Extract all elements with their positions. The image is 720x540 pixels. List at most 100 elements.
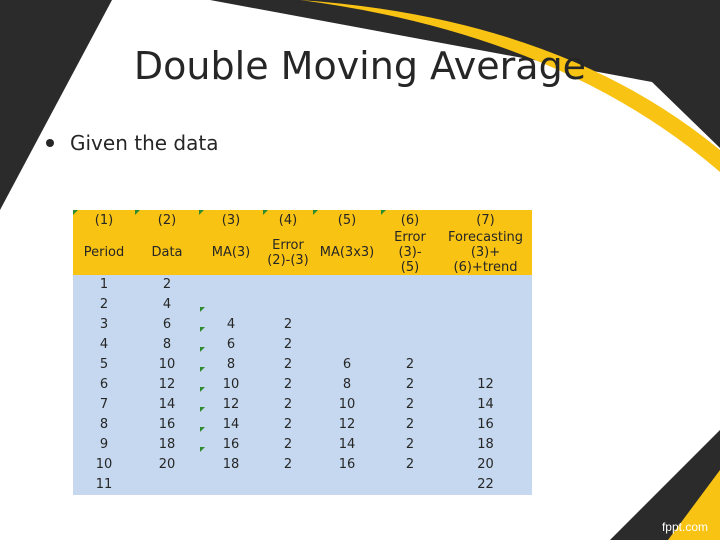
table-cell: 2 [283, 457, 293, 472]
table-cell [381, 475, 439, 495]
table-cell [199, 475, 263, 495]
cell-marker-icon [200, 407, 205, 412]
footer-brand: fppt.com [661, 520, 708, 534]
header-number-cell: (2) [157, 212, 177, 228]
table-cell: 16 [158, 417, 176, 432]
header-name-cell: MA(3x3) [313, 230, 381, 275]
header-number-cell: (6) [400, 212, 420, 228]
table-cell: 2 [405, 397, 415, 412]
table-cell [439, 335, 532, 355]
table-cell [381, 335, 439, 355]
cell-marker-icon [263, 210, 268, 215]
table-cell: 8 [99, 417, 109, 432]
header-name-line: Data [151, 245, 183, 260]
table-row: 9 18 16 2 14 2 18 [73, 435, 532, 455]
table-cell [313, 295, 381, 315]
bullet-text: Given the data [70, 131, 219, 155]
table-cell: 16 [338, 457, 356, 472]
table-cell: 3 [99, 317, 109, 332]
table-cell: 12 [222, 397, 240, 412]
table-cell [439, 275, 532, 295]
table-cell: 8 [342, 377, 352, 392]
table-row: 8 16 14 2 12 2 16 [73, 415, 532, 435]
cell-marker-icon [313, 210, 318, 215]
slide-title: Double Moving Average [133, 44, 587, 88]
table-body: 1 2 2 4 3 6 4 2 4 8 6 2 5 10 8 2 6 2 6 12 10 2 8 2 12 7 14 12 2 10 2 14… [73, 275, 532, 495]
table-cell [381, 315, 439, 335]
header-number-cell: (1) [94, 212, 114, 228]
table-cell: 2 [283, 377, 293, 392]
cell-marker-icon [200, 327, 205, 332]
table-cell: 5 [99, 357, 109, 372]
table-cell [135, 475, 199, 495]
table-cell: 4 [99, 337, 109, 352]
dark-band-top-right [210, 0, 720, 148]
header-name-line: Forecasting [447, 230, 524, 245]
table-row: 6 12 10 2 8 2 12 [73, 375, 532, 395]
cell-marker-icon [200, 447, 205, 452]
header-name-cell: MA(3) [199, 230, 263, 275]
yellow-corner-bottom-right [668, 470, 720, 540]
header-name-line: Error [272, 237, 304, 253]
table-cell [381, 275, 439, 295]
header-name-cell: Error (2)-(3) [263, 230, 313, 275]
table-cell: 12 [338, 417, 356, 432]
table-cell: 16 [222, 437, 240, 452]
table-cell: 1 [99, 277, 109, 292]
header-number-cell: (4) [278, 212, 298, 228]
table-cell: 2 [283, 437, 293, 452]
table-cell: 10 [338, 397, 356, 412]
header-name-line: Error (3)- [394, 230, 426, 260]
header-number-row: (1) (2) (3) (4) (5) (6) (7) [73, 210, 532, 230]
table-cell [263, 475, 313, 495]
dark-band-left [0, 0, 112, 210]
table-cell [313, 315, 381, 335]
table-row: 10 20 18 2 16 2 20 [73, 455, 532, 475]
table-row: 5 10 8 2 6 2 [73, 355, 532, 375]
table-cell: 18 [222, 457, 240, 472]
table-cell [439, 315, 532, 335]
table-cell: 8 [226, 357, 236, 372]
header-name-line: (2)-(3) [267, 252, 309, 268]
table-cell: 2 [283, 357, 293, 372]
header-name-cell: Forecasting (3)+(6)+trend [439, 230, 532, 275]
cell-marker-icon [199, 210, 204, 215]
table-cell: 2 [405, 417, 415, 432]
table-cell: 12 [158, 377, 176, 392]
header-name-line: (5) [400, 260, 420, 275]
table-cell [263, 275, 313, 295]
table-row: 11 22 [73, 475, 532, 495]
header-number-cell: (7) [476, 212, 495, 228]
cell-marker-icon [200, 347, 205, 352]
table-cell: 2 [283, 337, 293, 352]
data-table-container: (1) (2) (3) (4) (5) (6) (7) Period Data MA(3) Err… [73, 210, 532, 495]
cell-marker-icon [200, 307, 205, 312]
table-cell: 2 [405, 437, 415, 452]
cell-marker-icon [135, 210, 140, 215]
table-cell: 2 [99, 297, 109, 312]
table-cell: 14 [338, 437, 356, 452]
header-name-row: Period Data MA(3) Error (2)-(3) MA(3x3) Error … [73, 230, 532, 275]
table-cell: 4 [162, 297, 172, 312]
table-cell [381, 295, 439, 315]
table-cell: 10 [158, 357, 176, 372]
header-name-line: Period [83, 245, 125, 260]
table-cell: 14 [222, 417, 240, 432]
table-cell: 11 [95, 477, 113, 492]
table-cell: 12 [477, 377, 494, 392]
table-cell: 6 [342, 357, 352, 372]
table-cell [263, 295, 313, 315]
table-cell: 8 [162, 337, 172, 352]
table-cell: 2 [162, 277, 172, 292]
table-cell [313, 275, 381, 295]
table-cell: 18 [158, 437, 176, 452]
table-row: 7 14 12 2 10 2 14 [73, 395, 532, 415]
bullet-item: Given the data [46, 131, 218, 155]
header-name-cell: Data [135, 230, 199, 275]
table-row: 4 8 6 2 [73, 335, 532, 355]
table-cell: 2 [405, 377, 415, 392]
table-cell [313, 335, 381, 355]
table-cell: 6 [99, 377, 109, 392]
